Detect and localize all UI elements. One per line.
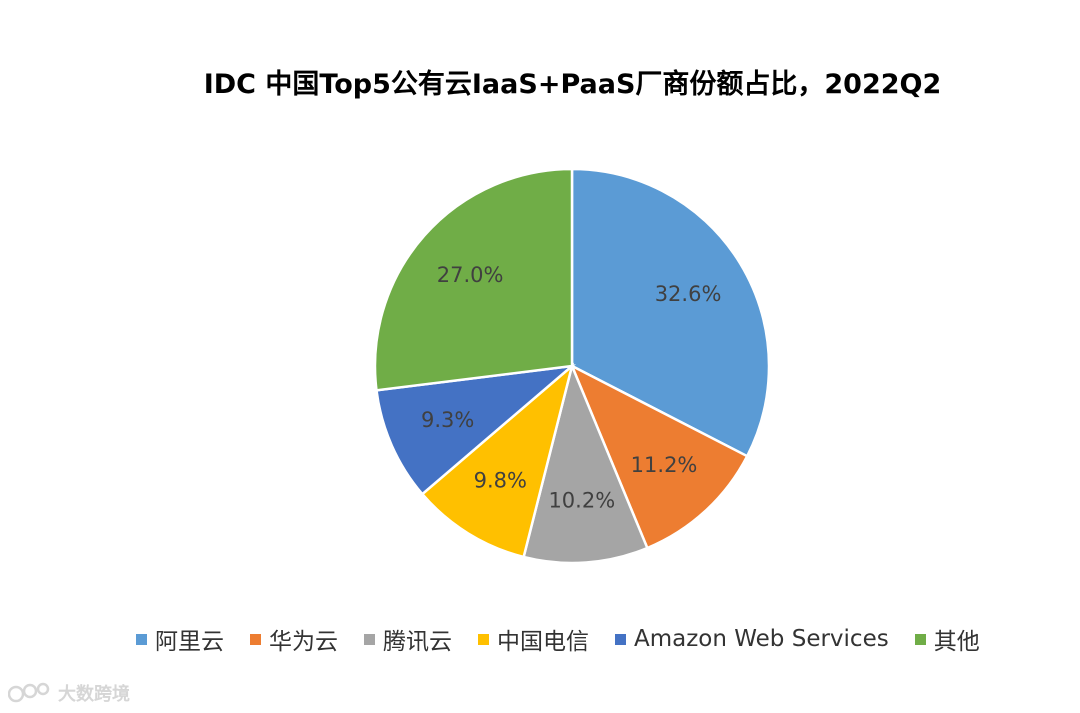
slice-data-label: 11.2% (631, 453, 698, 477)
legend-label: 中国电信 (497, 629, 589, 655)
pie-slice (420, 362, 575, 559)
legend-swatch (136, 633, 147, 645)
pie-slice (522, 362, 649, 565)
legend-swatch (250, 633, 261, 645)
legend-item-aws: Amazon Web Services (615, 626, 889, 652)
slice-data-label: 9.8% (474, 468, 527, 492)
chart-legend: 阿里云 华为云 腾讯云 中国电信 Amazon Web Services 其他 (136, 622, 1006, 656)
legend-label: 腾讯云 (383, 629, 452, 655)
legend-label: 阿里云 (155, 629, 224, 655)
legend-swatch (914, 633, 926, 645)
pie-slice (373, 167, 574, 392)
slice-data-label: 9.3% (421, 408, 474, 432)
legend-swatch (478, 633, 489, 645)
legend-label: 其他 (933, 629, 980, 655)
legend-item-china-telecom: 中国电信 (478, 622, 589, 656)
legend-label: 华为云 (269, 629, 338, 655)
legend-item-huawei: 华为云 (250, 622, 338, 656)
legend-swatch (364, 633, 375, 645)
legend-swatch (615, 633, 626, 645)
pie-slice (570, 167, 771, 458)
slice-data-label: 32.6% (655, 282, 722, 306)
slice-data-label: 10.2% (548, 489, 615, 513)
pie-slice (569, 363, 749, 550)
legend-item-tencent: 腾讯云 (364, 622, 452, 656)
chart-title: IDC 中国Top5公有云IaaS+PaaS厂商份额占比，2022Q2 (203, 69, 942, 100)
legend-item-aliyun: 阿里云 (136, 622, 224, 656)
slice-data-label: 27.0% (437, 263, 504, 287)
watermark-logo-icon (8, 682, 50, 703)
pie-slice (375, 364, 576, 496)
legend-label: Amazon Web Services (634, 626, 889, 652)
watermark: 大数跨境 (8, 680, 130, 706)
watermark-text: 大数跨境 (58, 684, 130, 705)
legend-item-other: 其他 (914, 622, 980, 656)
